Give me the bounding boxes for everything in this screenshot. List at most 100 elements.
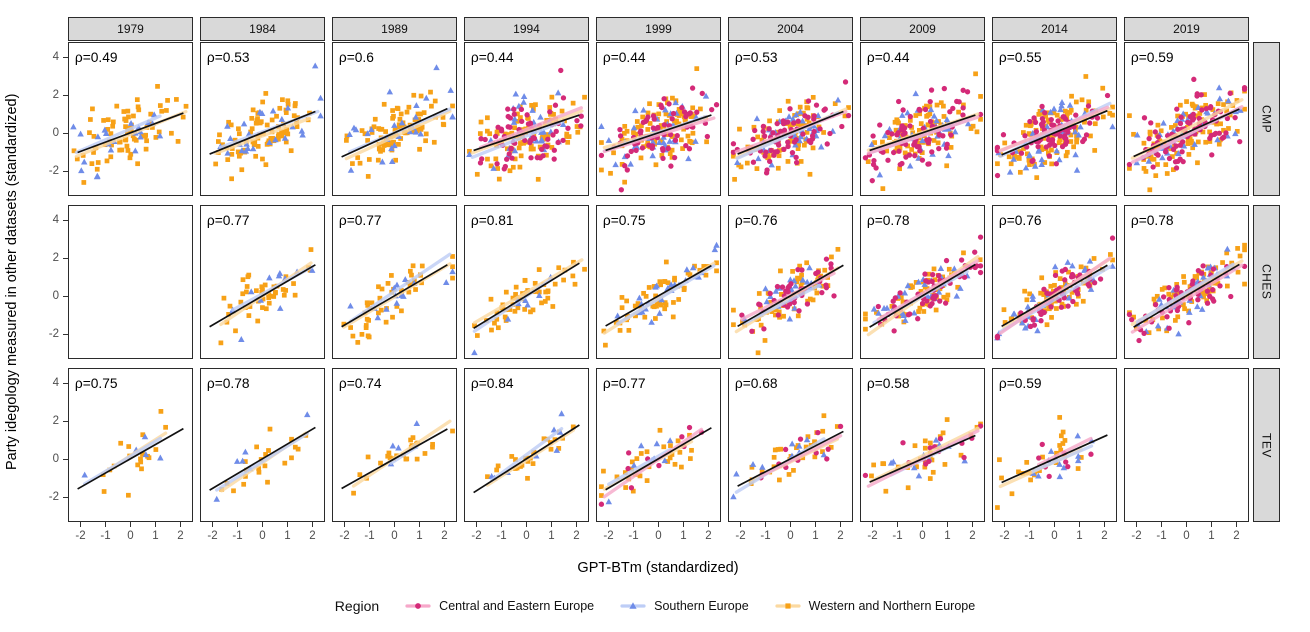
x-tick-mark [790, 522, 791, 527]
y-tick-mark [63, 56, 68, 58]
rho-annotation-CHES-2019: ρ=0.78 [1131, 213, 1174, 228]
x-tick-label: -2 [207, 530, 218, 542]
legend-entry-cee: Central and Eastern Europe [405, 599, 594, 613]
panel-TEV-1984: ρ=0.78 [200, 368, 325, 522]
rho-annotation-CHES-1999: ρ=0.75 [603, 213, 646, 228]
x-tick-label: -2 [603, 530, 614, 542]
facet-strip-dataset-TEV: TEV [1253, 368, 1280, 522]
x-tick-mark [501, 522, 502, 527]
facet-strip-year-1989: 1989 [332, 17, 457, 41]
x-tick-mark [180, 522, 181, 527]
x-tick-mark [840, 522, 841, 527]
x-tick-mark [526, 522, 527, 527]
x-tick-mark [419, 522, 420, 527]
legend-label: Southern Europe [654, 599, 749, 613]
x-tick-mark [80, 522, 81, 527]
x-tick-mark [105, 522, 106, 527]
panel-TEV-1989: ρ=0.74 [332, 368, 457, 522]
x-tick-label: -2 [1131, 530, 1142, 542]
rho-annotation-CMP-2014: ρ=0.55 [999, 50, 1042, 65]
x-tick-mark [947, 522, 948, 527]
x-tick-mark [551, 522, 552, 527]
legend-title: Region [334, 598, 380, 614]
y-tick-mark [63, 132, 68, 134]
x-tick-mark [633, 522, 634, 527]
x-tick-label: 0 [391, 530, 398, 542]
x-tick-mark [872, 522, 873, 527]
x-tick-label: -2 [471, 530, 482, 542]
y-tick-label: 4 [52, 51, 59, 63]
rho-annotation-CHES-1984: ρ=0.77 [207, 213, 250, 228]
rho-annotation-CHES-1989: ρ=0.77 [339, 213, 382, 228]
x-tick-mark [394, 522, 395, 527]
panel-CMP-1989: ρ=0.6 [332, 42, 457, 196]
x-tick-label: 0 [919, 530, 926, 542]
x-tick-label: -2 [339, 530, 350, 542]
rho-annotation-TEV-1999: ρ=0.77 [603, 376, 646, 391]
y-tick-mark [63, 496, 68, 498]
panel-CMP-1994: ρ=0.44 [464, 42, 589, 196]
rho-annotation-TEV-2014: ρ=0.59 [999, 376, 1042, 391]
panel-TEV-2014: ρ=0.59 [992, 368, 1117, 522]
legend-label: Central and Eastern Europe [439, 599, 595, 613]
y-tick-mark [63, 420, 68, 422]
legend-key-circle-icon [405, 603, 431, 609]
y-tick-mark [63, 458, 68, 460]
x-tick-label: 1 [812, 530, 819, 542]
x-tick-mark [972, 522, 973, 527]
x-tick-label: -1 [892, 530, 903, 542]
x-tick-label: -1 [364, 530, 375, 542]
x-tick-label: -2 [867, 530, 878, 542]
rho-annotation-CHES-2004: ρ=0.76 [735, 213, 778, 228]
x-tick-label: 2 [309, 530, 316, 542]
panel-CHES-1994: ρ=0.81 [464, 205, 589, 359]
x-tick-mark [1136, 522, 1137, 527]
panel-TEV-2019 [1124, 368, 1249, 522]
rho-annotation-TEV-1994: ρ=0.84 [471, 376, 514, 391]
x-tick-mark [212, 522, 213, 527]
x-tick-label: 1 [1076, 530, 1083, 542]
y-tick-mark [63, 295, 68, 297]
x-tick-mark [237, 522, 238, 527]
facet-strip-year-2009: 2009 [860, 17, 985, 41]
x-tick-label: 1 [548, 530, 555, 542]
x-tick-label: 2 [1233, 530, 1240, 542]
y-axis-title: Party idegology measured in other datase… [4, 93, 20, 471]
x-tick-label: -1 [1024, 530, 1035, 542]
x-tick-mark [897, 522, 898, 527]
panel-CMP-1999: ρ=0.44 [596, 42, 721, 196]
x-tick-mark [1079, 522, 1080, 527]
x-tick-label: 2 [177, 530, 184, 542]
x-tick-mark [369, 522, 370, 527]
x-tick-mark [708, 522, 709, 527]
x-tick-label: 0 [1183, 530, 1190, 542]
rho-annotation-TEV-2009: ρ=0.58 [867, 376, 910, 391]
x-tick-mark [765, 522, 766, 527]
x-tick-mark [1104, 522, 1105, 527]
facet-strip-year-2019: 2019 [1124, 17, 1249, 41]
panel-CHES-2009: ρ=0.78 [860, 205, 985, 359]
rho-annotation-CHES-2009: ρ=0.78 [867, 213, 910, 228]
x-tick-label: 2 [837, 530, 844, 542]
x-tick-label: 0 [523, 530, 530, 542]
x-tick-mark [312, 522, 313, 527]
x-tick-mark [683, 522, 684, 527]
y-tick-label: 0 [52, 290, 59, 302]
panel-TEV-1979: ρ=0.75 [68, 368, 193, 522]
panel-TEV-1994: ρ=0.84 [464, 368, 589, 522]
facet-strip-year-1979: 1979 [68, 17, 193, 41]
x-tick-label: 2 [705, 530, 712, 542]
legend-label: Western and Northern Europe [808, 599, 976, 613]
x-tick-mark [1161, 522, 1162, 527]
x-tick-label: 0 [655, 530, 662, 542]
y-tick-label: 2 [52, 252, 59, 264]
panel-CHES-1984: ρ=0.77 [200, 205, 325, 359]
y-tick-label: 2 [52, 89, 59, 101]
x-tick-mark [444, 522, 445, 527]
facet-strip-year-2014: 2014 [992, 17, 1117, 41]
x-tick-mark [740, 522, 741, 527]
x-tick-mark [608, 522, 609, 527]
y-tick-label: 0 [52, 127, 59, 139]
x-tick-label: 2 [573, 530, 580, 542]
